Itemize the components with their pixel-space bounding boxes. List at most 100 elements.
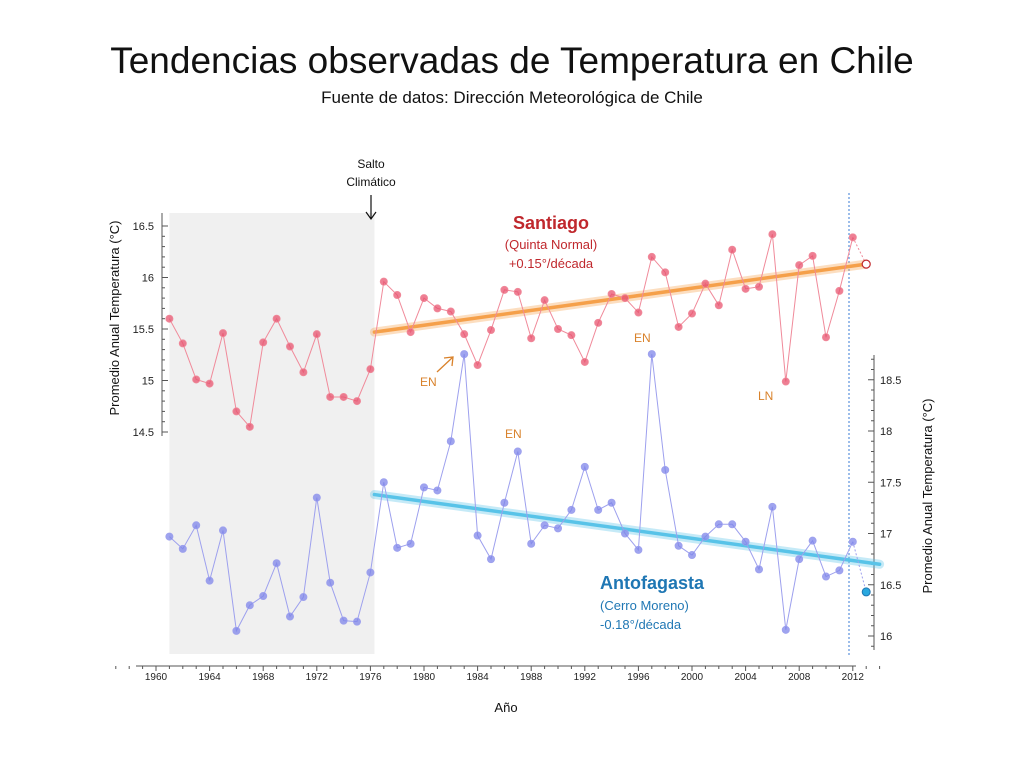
santiago-data-point (272, 314, 281, 323)
antofagasta-data-point (165, 532, 174, 541)
antofagasta-data-point (701, 532, 710, 541)
antofagasta-data-point (460, 350, 469, 359)
santiago-data-point (218, 329, 227, 338)
antofagasta-data-point (473, 531, 482, 540)
antofagasta-series-line (169, 354, 854, 633)
santiago-data-point (513, 287, 522, 296)
x-tick-label: 1980 (413, 672, 436, 683)
antofagasta-data-point (326, 578, 335, 587)
santiago-last-point (861, 259, 871, 269)
santiago-data-point (460, 330, 469, 339)
antofagasta-data-point (259, 592, 268, 601)
santiago-data-point (299, 368, 308, 377)
y-right-tick-label: 16.5 (880, 580, 901, 592)
antofagasta-data-point (272, 559, 281, 568)
santiago-data-point (768, 230, 777, 239)
enso-arrow-icon (436, 356, 454, 373)
santiago-data-point (379, 277, 388, 286)
santiago-data-point (674, 322, 683, 331)
santiago-data-point (433, 304, 442, 313)
santiago-data-point (567, 331, 576, 340)
santiago-data-point (621, 294, 630, 303)
y-right-tick-label: 17.5 (880, 477, 901, 489)
santiago-data-point (607, 289, 616, 298)
x-tick-label: 1992 (574, 672, 597, 683)
y-left-tick-label: 15 (142, 376, 154, 388)
x-tick-label: 1960 (145, 672, 168, 683)
antofagasta-last-point (861, 587, 871, 597)
antofagasta-data-point (446, 437, 455, 446)
enso-label-ln-2007: LN (758, 389, 773, 403)
x-tick-label: 1964 (198, 672, 221, 683)
x-tick-label: 1968 (252, 672, 275, 683)
santiago-data-point (366, 365, 375, 374)
santiago-data-point (339, 392, 348, 401)
antofagasta-data-point (554, 524, 563, 533)
antofagasta-data-point (848, 537, 857, 546)
antofagasta-series-line-dotted (852, 541, 867, 593)
chart-title: Tendencias observadas de Temperatura en … (110, 40, 914, 81)
santiago-data-point (728, 245, 737, 254)
santiago-data-point (594, 318, 603, 327)
antofagasta-data-point (607, 498, 616, 507)
y-left-tick-label: 16.5 (133, 221, 154, 233)
antofagasta-data-point (580, 462, 589, 471)
antofagasta-data-point (594, 505, 603, 514)
y-right-tick-label: 17 (880, 529, 892, 541)
santiago-data-point (755, 282, 764, 291)
enso-arrow-head (443, 356, 454, 367)
antofagasta-data-point (513, 447, 522, 456)
antofagasta-data-point (352, 617, 361, 626)
santiago-data-point (500, 285, 509, 294)
antofagasta-data-point (688, 551, 697, 560)
santiago-station: (Quinta Normal) (505, 237, 597, 252)
antofagasta-data-point (795, 555, 804, 564)
antofagasta-data-point (245, 601, 254, 610)
santiago-data-point (232, 407, 241, 416)
santiago-data-point (527, 334, 536, 343)
antofagasta-data-point (406, 539, 415, 548)
santiago-series-line-dotted (852, 237, 867, 265)
santiago-data-point (192, 375, 201, 384)
antofagasta-data-point (647, 350, 656, 359)
santiago-data-point (835, 286, 844, 295)
chart-axes: 1960 1964 1968 1972 1976 1980 1984 1988 1992 1996… (115, 193, 901, 683)
x-tick-label: 1976 (359, 672, 382, 683)
antofagasta-data-point (312, 493, 321, 502)
y-axis-right-label: Promedio Anual Temperatura (°C) (920, 399, 935, 594)
santiago-data-point (473, 361, 482, 370)
antofagasta-data-point (808, 536, 817, 545)
antofagasta-data-point (741, 537, 750, 546)
enso-label-en-1983: EN (420, 375, 437, 389)
chart-subtitle: Fuente de datos: Dirección Meteorológica… (321, 88, 703, 107)
santiago-data-point (741, 284, 750, 293)
antofagasta-trend-line (372, 492, 882, 566)
santiago-data-point (647, 252, 656, 261)
antofagasta-data-point (822, 572, 831, 581)
antofagasta-data-point (339, 616, 348, 625)
salto-label-line1: Salto (357, 157, 385, 171)
y-right-tick-label: 18 (880, 426, 892, 438)
santiago-data-point (848, 233, 857, 242)
x-tick-label: 1984 (466, 672, 489, 683)
salto-arrow-head (365, 211, 377, 221)
x-tick-label: 2004 (734, 672, 757, 683)
santiago-data-point (393, 291, 402, 300)
antofagasta-data-point (379, 478, 388, 487)
santiago-data-point (406, 328, 415, 337)
antofagasta-data-point (366, 568, 375, 577)
santiago-data-point (714, 301, 723, 310)
santiago-trend-label: +0.15°/década (509, 256, 594, 271)
y-left-tick-label: 15.5 (133, 324, 154, 336)
enso-arrow-shaft (436, 356, 454, 373)
y-left-tick-label: 14.5 (133, 427, 154, 439)
santiago-data-point (165, 314, 174, 323)
antofagasta-data-point (768, 502, 777, 511)
santiago-data-point (808, 251, 817, 260)
santiago-data-point (205, 379, 214, 388)
antofagasta-data-point (419, 483, 428, 492)
antofagasta-data-point (674, 541, 683, 550)
chart-plot-area (165, 230, 885, 635)
santiago-data-point (701, 279, 710, 288)
